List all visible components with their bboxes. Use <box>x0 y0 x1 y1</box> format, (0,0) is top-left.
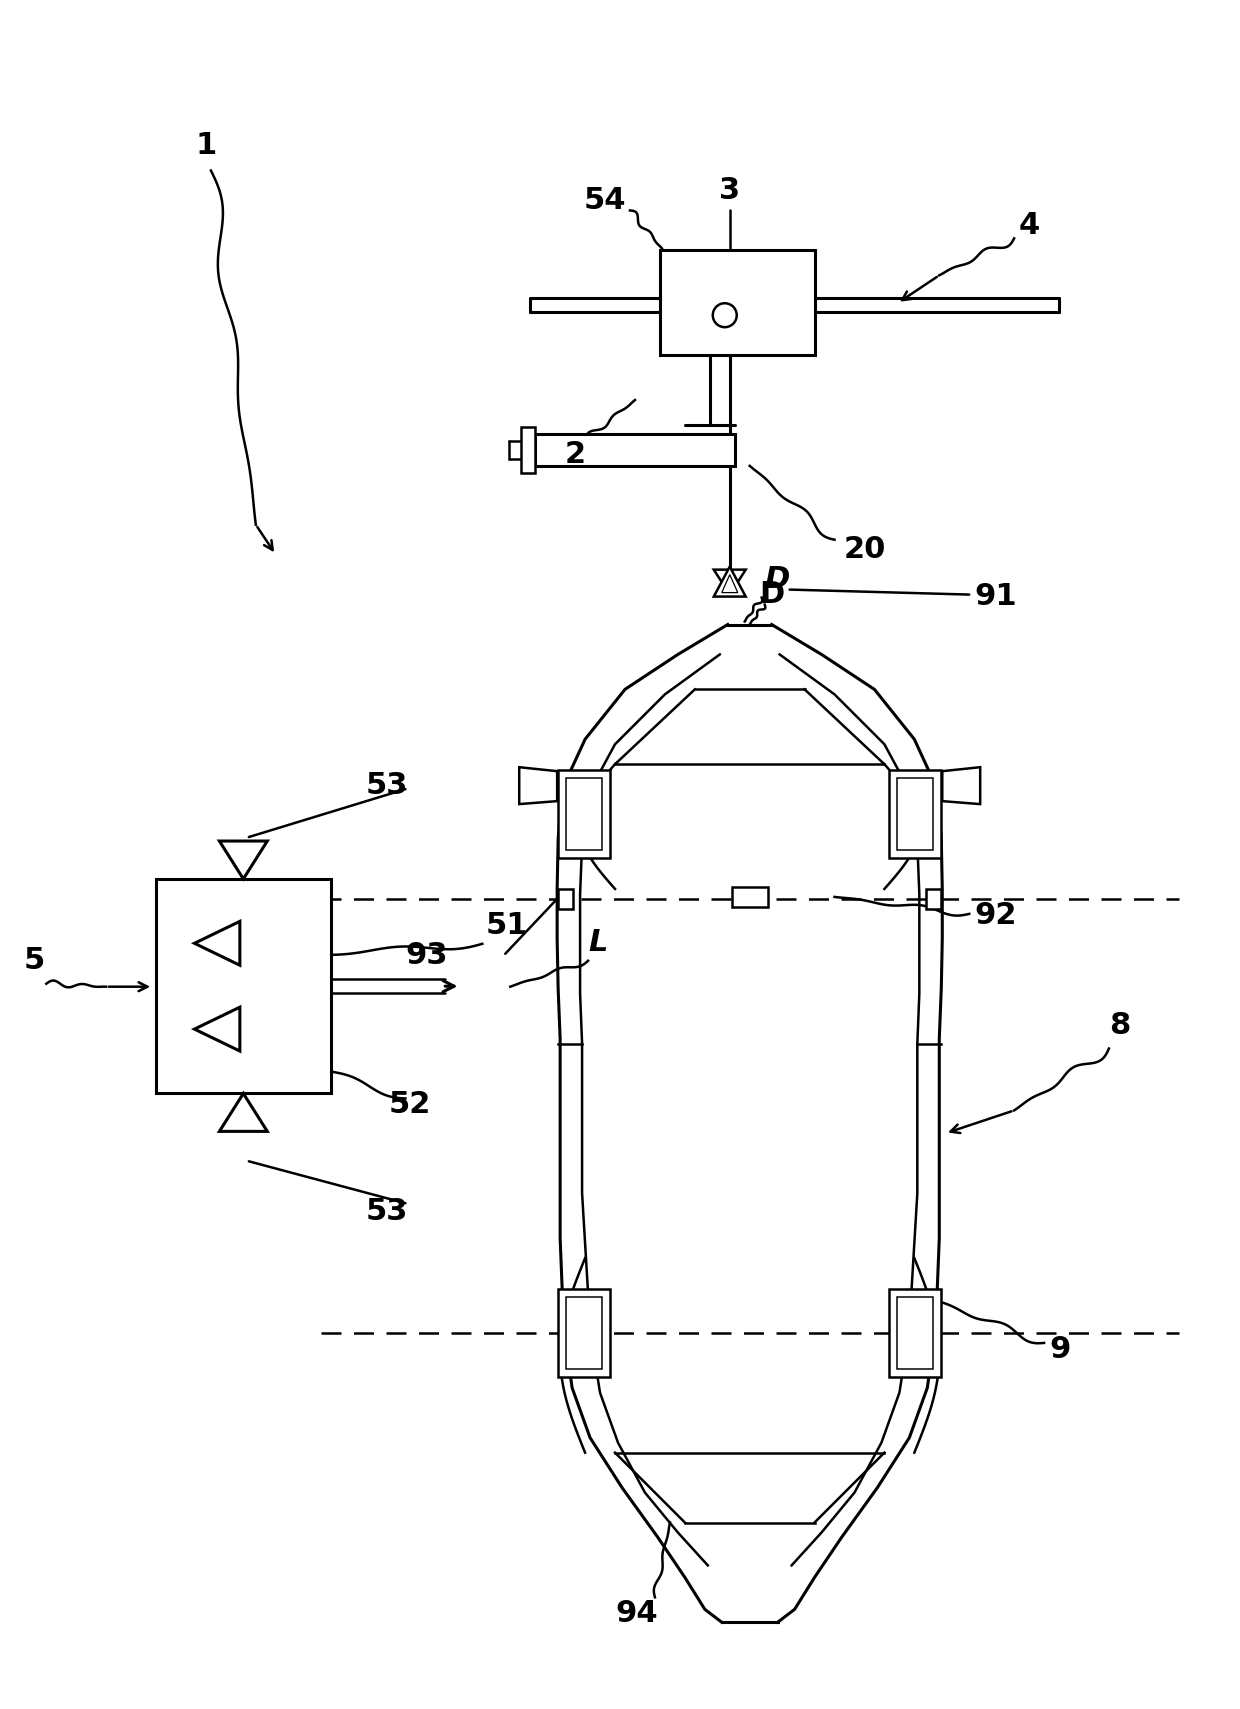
Text: 54: 54 <box>584 186 626 215</box>
Bar <box>567 1297 603 1369</box>
Circle shape <box>713 302 737 326</box>
Bar <box>536 434 735 467</box>
Polygon shape <box>714 569 745 595</box>
Text: 92: 92 <box>975 901 1017 930</box>
Bar <box>898 1297 934 1369</box>
Polygon shape <box>219 1094 268 1131</box>
Bar <box>660 250 815 355</box>
Bar <box>558 889 573 909</box>
Bar <box>567 778 603 849</box>
Polygon shape <box>714 567 745 596</box>
Text: 51: 51 <box>485 911 528 940</box>
Text: 93: 93 <box>405 940 448 969</box>
Text: 1: 1 <box>196 132 217 161</box>
Text: 3: 3 <box>719 176 740 205</box>
Bar <box>898 778 934 849</box>
Text: 5: 5 <box>24 945 45 974</box>
Bar <box>889 1289 941 1377</box>
Polygon shape <box>722 574 738 593</box>
Text: D: D <box>759 579 784 608</box>
Bar <box>558 771 610 858</box>
Text: 8: 8 <box>1109 1010 1130 1039</box>
Polygon shape <box>195 921 239 966</box>
Bar <box>558 1289 610 1377</box>
Text: L: L <box>588 928 608 957</box>
Bar <box>732 887 768 907</box>
Text: 20: 20 <box>843 535 885 564</box>
Polygon shape <box>942 767 980 805</box>
Text: 52: 52 <box>388 1090 430 1119</box>
Text: 53: 53 <box>366 771 408 800</box>
Polygon shape <box>520 767 557 805</box>
Bar <box>156 878 331 1094</box>
Text: 9: 9 <box>1049 1335 1070 1364</box>
Text: 94: 94 <box>615 1600 657 1629</box>
Text: 91: 91 <box>975 581 1017 610</box>
Text: 2: 2 <box>564 441 585 470</box>
Bar <box>521 427 536 473</box>
Text: 4: 4 <box>1018 210 1039 239</box>
Polygon shape <box>195 1007 239 1051</box>
Text: D: D <box>765 564 790 593</box>
Bar <box>926 889 941 909</box>
Bar <box>889 771 941 858</box>
Text: 53: 53 <box>366 1198 408 1225</box>
Polygon shape <box>219 841 268 878</box>
